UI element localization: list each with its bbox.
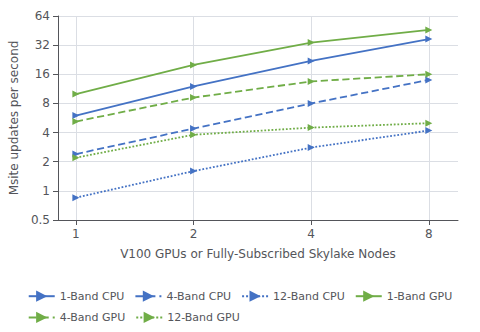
svg-text:V100 GPUs or Fully-Subscribed: V100 GPUs or Fully-Subscribed Skylake No… bbox=[120, 247, 396, 261]
svg-text:4-Band CPU: 4-Band CPU bbox=[166, 290, 231, 303]
svg-text:12-Band CPU: 12-Band CPU bbox=[273, 290, 345, 303]
svg-text:1: 1 bbox=[72, 227, 80, 241]
svg-text:32: 32 bbox=[35, 38, 50, 52]
svg-text:64: 64 bbox=[35, 9, 50, 23]
svg-text:1-Band CPU: 1-Band CPU bbox=[60, 290, 125, 303]
svg-text:4: 4 bbox=[42, 126, 50, 140]
svg-text:2: 2 bbox=[190, 227, 198, 241]
svg-text:16: 16 bbox=[35, 67, 50, 81]
svg-text:8: 8 bbox=[425, 227, 433, 241]
svg-text:Msite updates per second: Msite updates per second bbox=[7, 41, 21, 196]
svg-text:4: 4 bbox=[307, 227, 315, 241]
svg-text:0.5: 0.5 bbox=[31, 213, 50, 227]
svg-text:1-Band GPU: 1-Band GPU bbox=[387, 290, 453, 303]
svg-text:4-Band GPU: 4-Band GPU bbox=[60, 311, 126, 324]
svg-text:8: 8 bbox=[42, 96, 50, 110]
svg-text:12-Band GPU: 12-Band GPU bbox=[167, 311, 240, 324]
svg-text:1: 1 bbox=[42, 184, 50, 198]
svg-text:2: 2 bbox=[42, 155, 50, 169]
